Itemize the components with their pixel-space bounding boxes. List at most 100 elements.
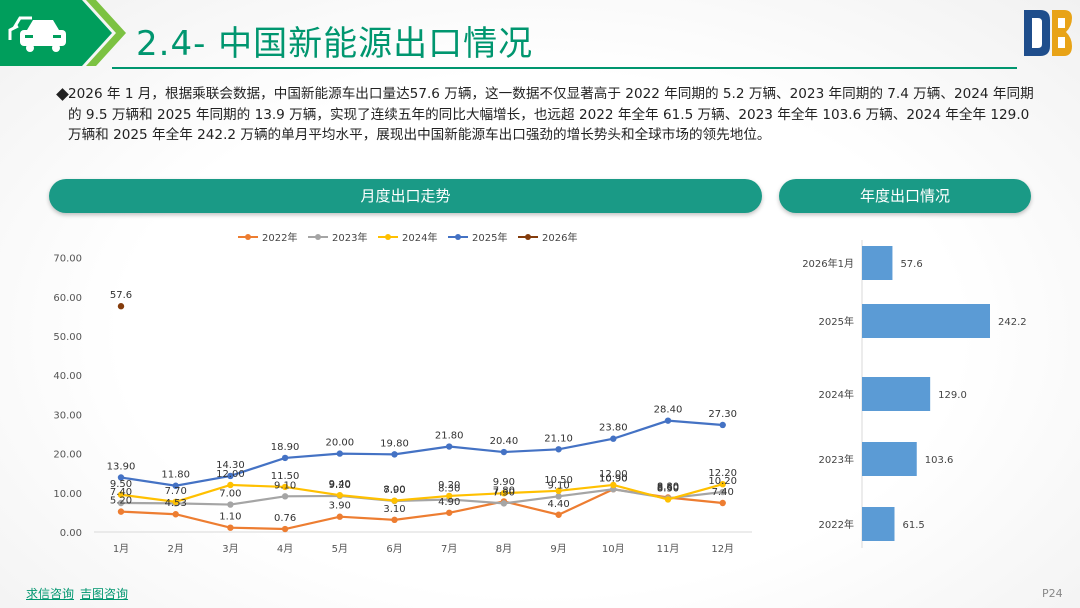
monthly-trend-header: 月度出口走势 bbox=[49, 179, 762, 213]
data-label: 3.90 bbox=[329, 501, 351, 512]
title-banner bbox=[0, 0, 126, 66]
legend-marker bbox=[455, 234, 461, 240]
data-label: 5.20 bbox=[110, 496, 132, 507]
data-label: 7.30 bbox=[493, 487, 515, 498]
data-label: 10.90 bbox=[599, 473, 628, 484]
data-label: 7.90 bbox=[383, 485, 405, 496]
data-label: 9.10 bbox=[274, 480, 296, 491]
data-label: 18.90 bbox=[271, 442, 300, 453]
data-point bbox=[281, 493, 289, 500]
data-label: 8.30 bbox=[438, 483, 460, 494]
data-label: 9.50 bbox=[110, 479, 132, 490]
legend-marker bbox=[525, 234, 531, 240]
y-tick-label: 60.00 bbox=[53, 293, 82, 304]
data-point bbox=[555, 487, 562, 495]
title-arrow-light bbox=[86, 0, 126, 66]
x-tick-label: 11月 bbox=[657, 543, 680, 555]
data-point bbox=[719, 421, 726, 429]
y-tick-label: 0.00 bbox=[60, 528, 82, 539]
bar-value-label: 61.5 bbox=[903, 520, 925, 531]
data-label: 12.00 bbox=[599, 469, 628, 480]
x-tick-label: 9月 bbox=[550, 543, 566, 555]
data-label: 11.50 bbox=[271, 471, 300, 482]
data-point bbox=[117, 303, 125, 310]
data-point bbox=[336, 513, 343, 520]
series-line bbox=[120, 419, 723, 487]
data-point bbox=[117, 508, 125, 515]
footer-brand-link-2[interactable]: 吉图咨询 bbox=[80, 587, 129, 601]
title-underline bbox=[112, 67, 1017, 69]
x-tick-label: 3月 bbox=[222, 543, 238, 555]
data-label: 8.30 bbox=[657, 483, 679, 494]
series-line bbox=[120, 483, 723, 503]
bar bbox=[862, 246, 893, 280]
data-label: 12.00 bbox=[216, 469, 245, 480]
data-point bbox=[555, 493, 562, 500]
page-number: P24 bbox=[1042, 587, 1063, 600]
data-point bbox=[391, 516, 398, 524]
data-point bbox=[336, 450, 343, 457]
summary-paragraph: 2026 年 1 月，根据乘联会数据，中国新能源车出口量达57.6 万辆，这一数… bbox=[68, 86, 1034, 143]
data-label: 7.80 bbox=[493, 485, 515, 496]
data-point bbox=[719, 499, 726, 507]
legend-label: 2024年 bbox=[402, 231, 437, 244]
x-tick-label: 4月 bbox=[277, 543, 293, 555]
data-point bbox=[610, 435, 617, 442]
data-label: 9.20 bbox=[329, 480, 351, 491]
legend-label: 2022年 bbox=[262, 231, 297, 244]
data-point bbox=[172, 482, 179, 489]
bar bbox=[862, 507, 895, 541]
x-tick-label: 10月 bbox=[602, 543, 625, 555]
bar-value-label: 129.0 bbox=[938, 390, 967, 401]
data-point bbox=[446, 443, 453, 450]
data-label: 8.60 bbox=[657, 482, 679, 493]
legend-marker bbox=[315, 234, 321, 240]
legend-label: 2023年 bbox=[332, 231, 367, 244]
data-label: 9.20 bbox=[438, 480, 460, 491]
x-tick-label: 1月 bbox=[113, 543, 129, 555]
y-tick-label: 40.00 bbox=[53, 371, 82, 382]
x-tick-label: 5月 bbox=[332, 543, 348, 555]
data-label: 19.80 bbox=[380, 438, 409, 449]
data-label: 12.20 bbox=[708, 468, 737, 479]
data-point bbox=[391, 497, 398, 504]
y-tick-label: 30.00 bbox=[53, 410, 82, 421]
data-label: 20.40 bbox=[490, 436, 519, 447]
bar-value-label: 103.6 bbox=[925, 455, 954, 466]
data-label: 8.00 bbox=[383, 485, 405, 496]
y-tick-label: 10.00 bbox=[53, 489, 82, 500]
data-label: 13.90 bbox=[107, 462, 136, 473]
data-point bbox=[446, 492, 453, 500]
data-point bbox=[117, 491, 125, 498]
data-label: 28.40 bbox=[654, 405, 683, 416]
data-point bbox=[719, 488, 726, 496]
data-point bbox=[227, 501, 234, 508]
data-point bbox=[555, 511, 562, 518]
footer-brand-link-1[interactable]: 求信咨询 bbox=[26, 587, 75, 601]
data-point bbox=[227, 524, 234, 531]
bar-value-label: 242.2 bbox=[998, 317, 1027, 328]
data-label: 21.80 bbox=[435, 431, 464, 442]
data-point bbox=[664, 417, 672, 424]
data-label: 7.40 bbox=[712, 487, 734, 498]
data-point bbox=[446, 509, 453, 516]
data-label: 0.76 bbox=[274, 513, 296, 524]
y-tick-label: 70.00 bbox=[53, 254, 82, 265]
series-line bbox=[120, 488, 723, 506]
x-tick-label: 12月 bbox=[711, 543, 734, 555]
car-icon bbox=[8, 16, 66, 52]
data-label: 8.80 bbox=[657, 482, 679, 493]
data-point bbox=[227, 481, 234, 489]
footer-brands: 求信咨询 吉图咨询 bbox=[26, 585, 134, 602]
data-point bbox=[117, 499, 125, 507]
data-point bbox=[500, 500, 508, 507]
data-label: 3.10 bbox=[383, 504, 405, 515]
annual-export-header: 年度出口情况 bbox=[779, 179, 1031, 213]
data-label: 4.53 bbox=[165, 498, 187, 509]
bar-category-label: 2025年 bbox=[819, 315, 854, 328]
legend-label: 2025年 bbox=[472, 231, 507, 244]
data-label: 23.80 bbox=[599, 423, 628, 434]
x-tick-label: 7月 bbox=[441, 543, 457, 555]
data-label: 9.10 bbox=[547, 480, 569, 491]
data-point bbox=[117, 474, 125, 481]
